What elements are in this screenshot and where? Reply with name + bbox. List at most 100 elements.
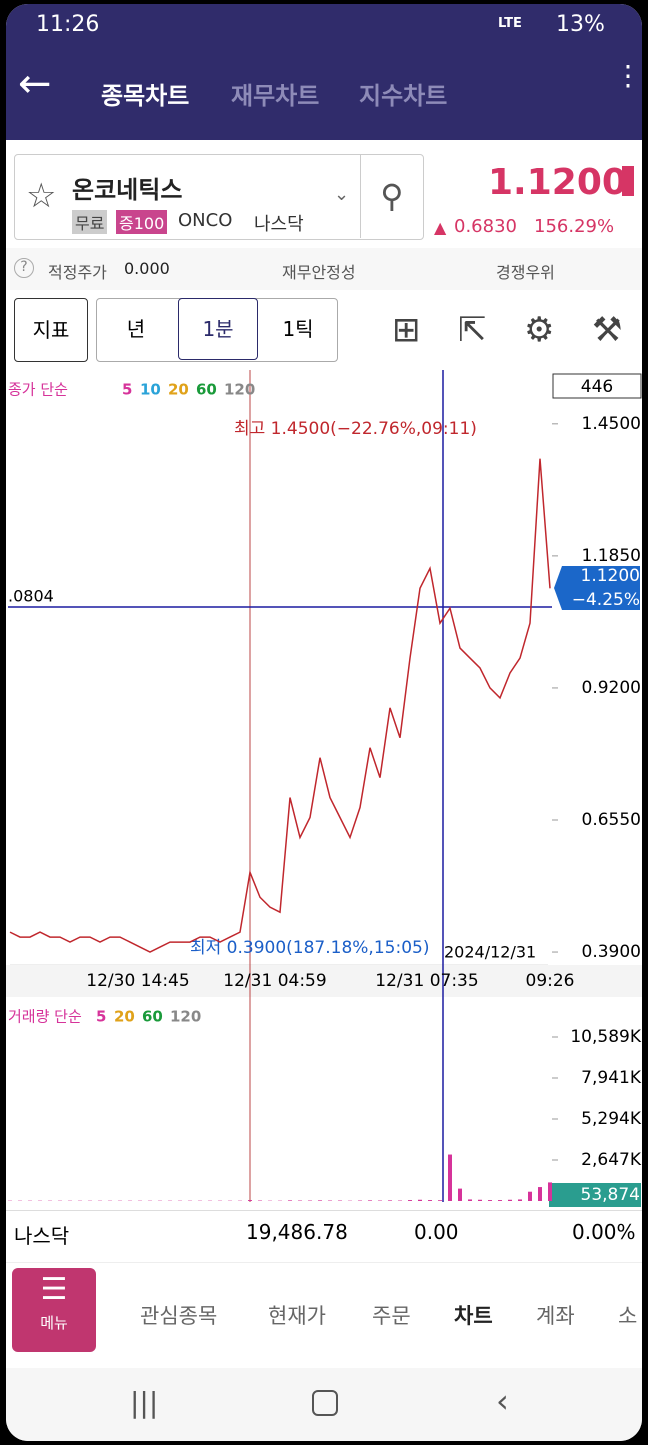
legend-entry: 120 [170, 1008, 201, 1026]
volume-bar [518, 1199, 522, 1201]
back-nav[interactable]: ‹ [496, 1382, 509, 1420]
header-bg [6, 4, 642, 140]
ticker: ONCO [178, 210, 233, 231]
network: LTE [498, 16, 522, 31]
toolbar-button[interactable]: 년 [126, 317, 146, 341]
price-tag: 1.1200 [581, 566, 640, 586]
change: 0.6830 [454, 216, 517, 237]
volume-bar [478, 1199, 482, 1201]
bottom-nav [6, 1262, 642, 1367]
badge: 무료 [72, 210, 108, 234]
legend-entry: 60 [196, 381, 217, 399]
nav-item[interactable]: 주문 [372, 1304, 411, 1328]
price-line [9, 458, 551, 953]
screen: 11:26 LTE 13% ← 종목차트 재무차트 지수차트 ⋮ ☆ 온코네틱스… [6, 4, 642, 1441]
toolbar-button[interactable]: 1분 [178, 298, 258, 360]
change-pct: 156.29% [534, 216, 615, 237]
stock-name: 온코네틱스 [72, 176, 183, 204]
volume-bar [318, 1200, 322, 1201]
tab[interactable]: 재무차트 [231, 82, 320, 110]
tools-icon[interactable]: ⚒ [592, 310, 623, 350]
y-tick-label: 0.9200 [582, 678, 641, 698]
search-button[interactable]: ⚲ [360, 154, 423, 238]
y-tick-label: 0.3900 [582, 942, 641, 962]
volume-bar [368, 1200, 372, 1201]
count-box [552, 373, 642, 399]
x-tick-label: 12/31 04:59 [223, 971, 326, 991]
nav-item[interactable]: 소 [618, 1304, 638, 1328]
grid-icon[interactable]: ⊞ [392, 310, 421, 350]
legend-entry: 120 [224, 381, 255, 399]
price-bar [622, 166, 634, 196]
badge: 증100 [116, 210, 168, 234]
count-value: 446 [581, 377, 613, 397]
settings-icon[interactable]: ⚙ [524, 310, 555, 350]
volume-bar [418, 1199, 422, 1201]
info-value: 0.000 [124, 259, 170, 278]
nav-item[interactable]: 계좌 [536, 1304, 575, 1328]
nav-item[interactable]: 관심종목 [140, 1304, 218, 1328]
x-tick-label: 12/31 07:35 [375, 971, 478, 991]
info-row [6, 248, 642, 290]
legend-entry: 5 [96, 1008, 106, 1026]
stock-box[interactable] [14, 154, 424, 240]
menu-label: 메뉴 [40, 1314, 68, 1332]
expand-icon[interactable]: ⇱ [458, 310, 487, 350]
nav-item[interactable]: 현재가 [268, 1304, 326, 1328]
y-tick-label: 10,589K [570, 1027, 641, 1047]
y-tick-label: 1.1850 [582, 546, 641, 566]
volume-bar [468, 1199, 472, 1201]
volume-tag: 53,874 [581, 1185, 640, 1205]
crosshair-label: .0804 [8, 587, 54, 606]
info-label: 적정주가 [48, 263, 107, 282]
x-axis-bg [6, 965, 642, 997]
volume-bar [408, 1200, 412, 1201]
y-tick-label: 2,647K [581, 1150, 642, 1170]
index-name: 나스닥 [14, 1224, 70, 1248]
price: 1.1200 [488, 162, 627, 203]
home-button[interactable] [312, 1390, 338, 1416]
market: 나스닥 [254, 214, 304, 235]
toolbar-button[interactable]: 지표 [14, 298, 88, 362]
legend-entry: 60 [142, 1008, 163, 1026]
nav-item[interactable]: 차트 [454, 1304, 493, 1328]
tab[interactable]: 지수차트 [359, 82, 448, 110]
help-icon[interactable]: ? [14, 258, 34, 278]
star-icon[interactable]: ☆ [26, 176, 57, 216]
volume-bar [528, 1191, 532, 1201]
y-tick-label: 5,294K [581, 1109, 642, 1129]
index-row [6, 1210, 642, 1261]
y-tick-label: 7,941K [581, 1068, 642, 1088]
back-button[interactable]: ← [18, 61, 52, 107]
index-change: 0.00 [414, 1220, 459, 1244]
index-change-pct: 0.00% [572, 1220, 636, 1244]
dropdown[interactable]: ⌄ [334, 184, 350, 205]
legend-entry: 5 [122, 381, 132, 399]
x-tick-label: 09:26 [526, 971, 575, 991]
volume-bar [458, 1188, 462, 1201]
menu-button[interactable]: ☰ 메뉴 [12, 1268, 96, 1352]
legend-entry: 10 [140, 381, 161, 399]
chart: 446 .0804 종가 단순 최고 1.4500(−22.76%,09:11)… [6, 370, 642, 1207]
legend-entry: 20 [114, 1008, 135, 1026]
system-nav [6, 1368, 642, 1441]
volume-bar [538, 1187, 542, 1201]
recents-button[interactable]: ||| [130, 1386, 159, 1419]
y-tick-label: 0.6550 [582, 810, 641, 830]
volume-bar [498, 1200, 502, 1201]
toolbar-button[interactable]: 1틱 [282, 317, 314, 341]
volume-bar [548, 1182, 552, 1201]
volume-bar [288, 1200, 292, 1201]
legend-label: 종가 단순 [8, 381, 68, 399]
volume-bar [448, 1154, 452, 1201]
y-tick-label: 1.4500 [582, 414, 641, 434]
volume-bar [388, 1200, 392, 1201]
tab[interactable]: 종목차트 [101, 82, 190, 110]
info-item[interactable]: 재무안정성 [282, 263, 356, 282]
x-tick-label: 12/30 14:45 [86, 971, 189, 991]
price-tag-pct: −4.25% [572, 590, 640, 610]
volume-bar [248, 1200, 252, 1201]
low-annotation: 최저 0.3900(187.18%,15:05) [190, 938, 429, 958]
info-item[interactable]: 경쟁우위 [496, 263, 555, 282]
